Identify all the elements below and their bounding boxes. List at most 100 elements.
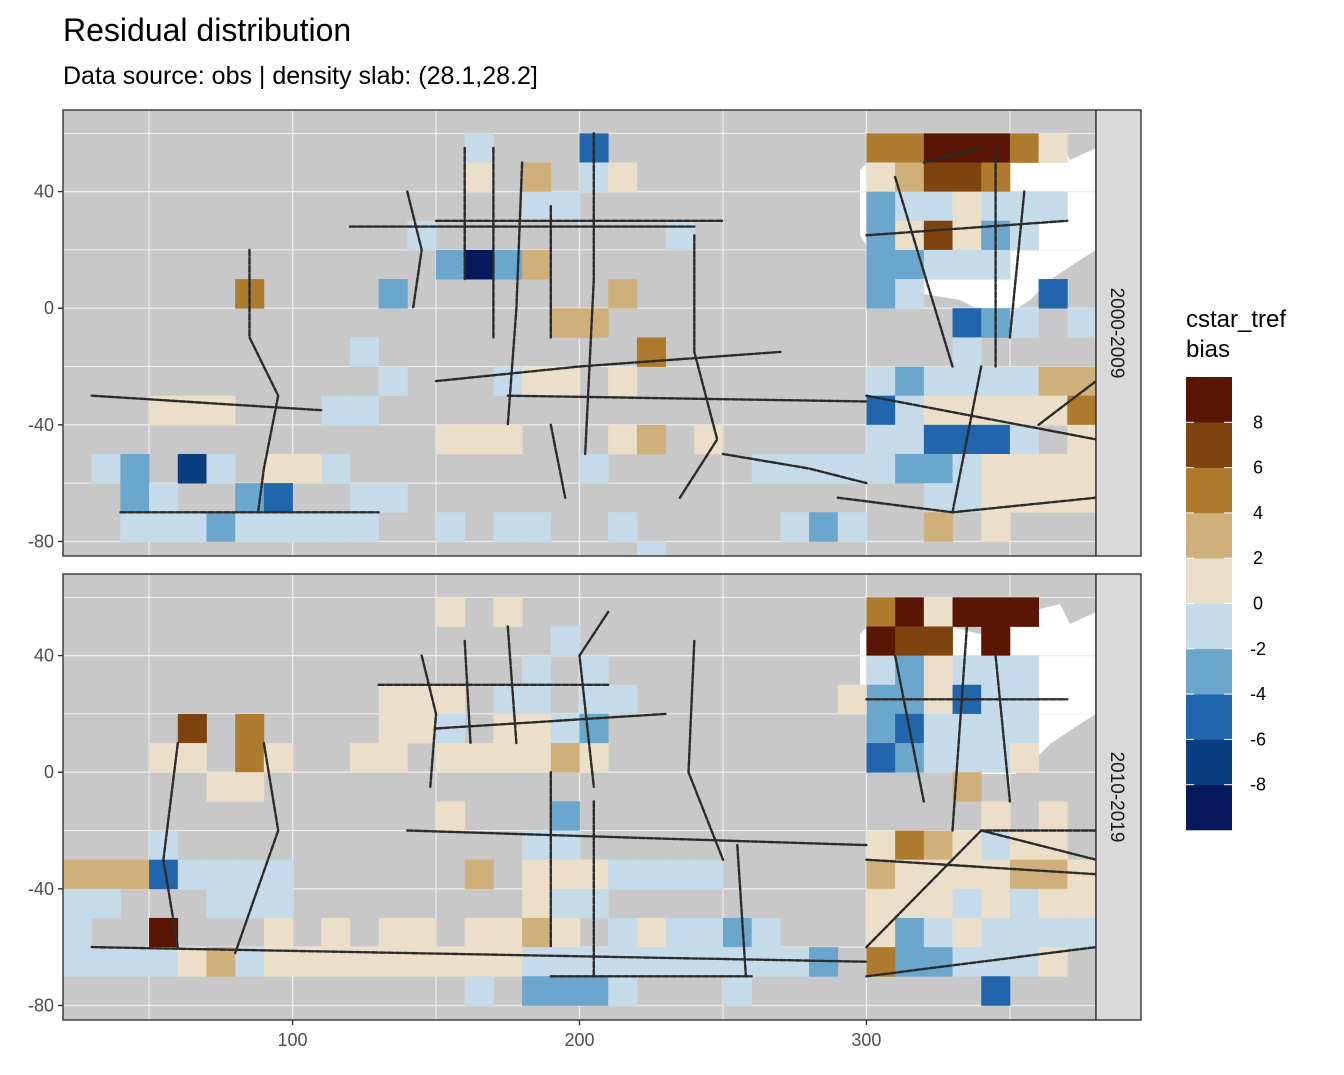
heatmap-cell: [550, 191, 580, 222]
heatmap-cell: [780, 947, 810, 977]
legend-swatch: [1186, 784, 1232, 831]
y-tick-label: -40: [28, 879, 54, 899]
heatmap-cell: [866, 162, 896, 193]
heatmap-cell: [522, 684, 552, 715]
heatmap-cell: [292, 512, 322, 542]
heatmap-cell: [952, 162, 982, 193]
heatmap-cell: [722, 976, 753, 1006]
heatmap-cell: [923, 830, 953, 861]
heatmap-cell: [1009, 888, 1040, 919]
heatmap-cell: [349, 512, 380, 542]
cruise-track: [549, 423, 567, 499]
cruise-track: [736, 843, 748, 978]
y-tick-label: -40: [28, 415, 54, 435]
heatmap-cell: [149, 743, 179, 773]
heatmap-cell: [895, 453, 925, 484]
heatmap-cell: [780, 512, 810, 542]
heatmap-cell: [636, 541, 666, 556]
heatmap-cell: [493, 366, 523, 397]
heatmap-cell: [895, 743, 925, 773]
heatmap-cell: [866, 743, 896, 773]
heatmap-cell: [464, 162, 494, 193]
heatmap-cell: [464, 859, 494, 890]
heatmap-cell: [1038, 191, 1068, 222]
heatmap-cell: [493, 947, 523, 977]
heatmap-cell: [522, 976, 552, 1006]
y-tick-label: 40: [34, 646, 54, 666]
heatmap-cell: [550, 917, 580, 948]
heatmap-cell: [1009, 133, 1040, 163]
heatmap-cell: [895, 424, 925, 455]
cruise-track: [721, 452, 868, 485]
heatmap-cell: [522, 512, 552, 542]
heatmap-cell: [550, 626, 580, 657]
y-tick-label: 0: [44, 762, 54, 782]
cruise-track: [980, 829, 1096, 861]
heatmap-cell: [722, 917, 753, 948]
heatmap-cell: [464, 976, 494, 1006]
cruise-track: [248, 248, 280, 514]
legend-labels: -8 -6 -4 -2 0 2 4 6 8: [1250, 412, 1266, 794]
heatmap-cell: [923, 249, 953, 280]
heatmap-cell: [866, 888, 896, 919]
heatmap-cell: [120, 512, 150, 542]
heatmap-cell: [608, 976, 638, 1006]
legend-label: 8: [1253, 412, 1263, 432]
heatmap-cell: [866, 191, 896, 222]
heatmap-cell: [866, 655, 896, 686]
cruise-track: [1037, 379, 1096, 426]
heatmap-cell: [1038, 483, 1068, 513]
legend-swatch: [1186, 422, 1232, 468]
heatmap-cell: [63, 888, 93, 919]
heatmap-cell: [493, 743, 523, 773]
cruise-tracks: [90, 132, 1096, 514]
heatmap-cell: [952, 859, 982, 890]
heatmap-cell: [177, 395, 207, 426]
cruise-track: [865, 219, 1069, 237]
heatmap-cell: [895, 917, 925, 948]
heatmap-cell: [378, 684, 408, 715]
heatmap-cell: [1009, 713, 1040, 744]
heatmap-cell: [895, 249, 925, 280]
heatmap-cell: [550, 713, 580, 744]
heatmap-cell: [981, 888, 1011, 919]
heatmap-cell: [1067, 888, 1096, 919]
cruise-track: [951, 625, 969, 832]
heatmap-cell: [981, 917, 1011, 948]
heatmap-cell: [464, 743, 494, 773]
heatmap-cell: [436, 512, 466, 542]
x-tick-label: 300: [851, 1030, 881, 1050]
heatmap-cell: [866, 713, 896, 744]
heatmap-cell: [952, 917, 982, 948]
legend-swatch: [1186, 648, 1232, 695]
facet-strip-label: 2010-2019: [1106, 752, 1127, 843]
heatmap-cell: [952, 133, 982, 163]
heatmap-cell: [608, 424, 638, 455]
heatmap-cell: [436, 249, 466, 280]
heatmap-cell: [149, 947, 179, 977]
heatmap-cell: [436, 801, 466, 831]
heatmap-cell: [895, 830, 925, 861]
heatmap-cell: [206, 888, 236, 919]
heatmap-cell: [895, 279, 925, 309]
heatmap-cell: [550, 859, 580, 890]
heatmap-cell: [1009, 743, 1040, 773]
cruise-track: [578, 610, 610, 788]
heatmap-cell: [981, 512, 1011, 542]
heatmap-cell: [1009, 395, 1040, 426]
heatmap-cell: [91, 947, 121, 977]
heatmap-cell: [550, 888, 580, 919]
heatmap-cell: [177, 947, 207, 977]
heatmap-cell: [1038, 917, 1068, 948]
heatmap-cell: [895, 191, 925, 222]
heatmap-cell: [263, 859, 293, 890]
heatmap-cell: [866, 366, 896, 397]
legend-swatch: [1186, 739, 1232, 785]
heatmap-cell: [1009, 830, 1040, 861]
heatmap-cell: [349, 743, 380, 773]
heatmap-cell: [923, 917, 953, 948]
heatmap-cell: [493, 713, 523, 744]
chart-title: Residual distribution: [63, 12, 352, 48]
heatmap-cell: [177, 713, 207, 744]
heatmap-cell: [981, 859, 1011, 890]
